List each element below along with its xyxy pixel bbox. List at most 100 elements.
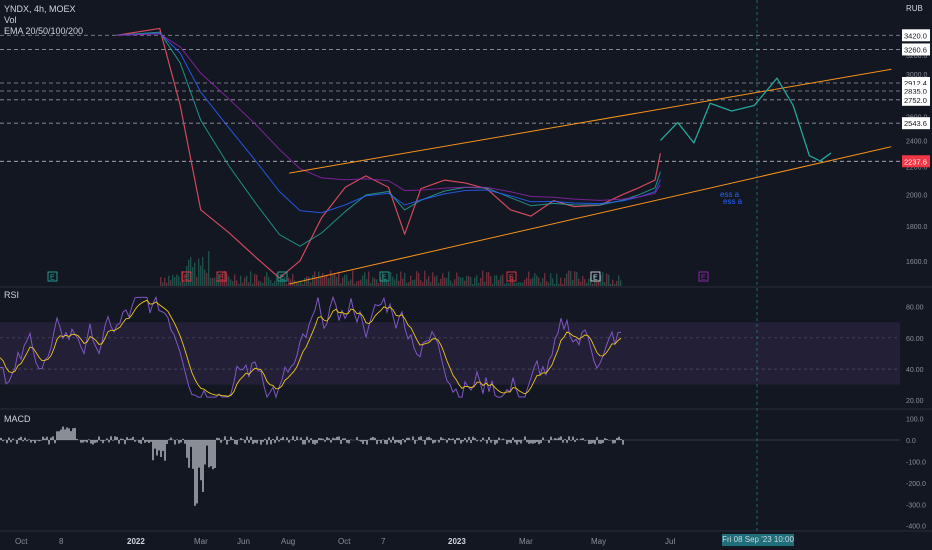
macd-histogram-bar bbox=[208, 440, 210, 468]
macd-histogram-bar bbox=[558, 437, 560, 440]
macd-histogram-bar bbox=[480, 440, 482, 442]
earnings-marker bbox=[47, 271, 58, 282]
macd-histogram-bar bbox=[392, 436, 394, 440]
earnings-marker-label: E bbox=[280, 275, 285, 282]
earnings-marker-label: E bbox=[219, 275, 224, 282]
volume-bar bbox=[230, 279, 232, 286]
macd-histogram-bar bbox=[450, 439, 452, 440]
volume-bar bbox=[338, 271, 340, 286]
earnings-marker bbox=[277, 271, 288, 282]
volume-bar bbox=[508, 283, 510, 286]
macd-histogram-bar bbox=[394, 440, 396, 444]
macd-histogram-bar bbox=[388, 437, 390, 440]
macd-pane-title: MACD bbox=[4, 414, 31, 424]
macd-histogram-bar bbox=[566, 440, 568, 443]
macd-histogram-bar bbox=[538, 440, 540, 445]
macd-histogram-bar bbox=[10, 440, 12, 443]
rsi-line bbox=[0, 295, 622, 399]
volume-bar bbox=[560, 277, 562, 286]
macd-histogram-bar bbox=[34, 440, 36, 444]
time-axis-tick: May bbox=[591, 537, 606, 546]
macd-histogram-bar bbox=[520, 440, 522, 444]
volume-bar bbox=[290, 279, 292, 286]
macd-histogram-bar bbox=[356, 437, 358, 440]
macd-axis-tick: 100.0 bbox=[906, 417, 924, 424]
macd-histogram-bar bbox=[50, 437, 52, 440]
volume-bar bbox=[270, 280, 272, 286]
macd-histogram-bar bbox=[134, 440, 136, 442]
macd-histogram-bar bbox=[472, 436, 474, 440]
macd-histogram-bar bbox=[26, 440, 28, 442]
volume-bar bbox=[468, 275, 470, 286]
macd-histogram-bar bbox=[114, 436, 116, 440]
level-label: 2752.0 bbox=[904, 96, 927, 105]
macd-histogram-bar bbox=[76, 438, 78, 440]
volume-bar bbox=[226, 273, 228, 286]
volume-bar bbox=[576, 271, 578, 286]
volume-bar bbox=[430, 282, 432, 286]
macd-histogram-bar bbox=[372, 436, 374, 440]
macd-histogram-bar bbox=[322, 438, 324, 440]
macd-histogram-bar bbox=[306, 436, 308, 440]
macd-histogram-bar bbox=[64, 429, 66, 440]
volume-bar bbox=[470, 277, 472, 286]
macd-histogram-bar bbox=[616, 437, 618, 440]
volume-bar bbox=[278, 281, 280, 286]
volume-bar bbox=[604, 282, 606, 286]
earnings-marker-label: E bbox=[50, 275, 55, 282]
volume-bar bbox=[456, 272, 458, 286]
macd-histogram-bar bbox=[102, 440, 104, 444]
macd-histogram-bar bbox=[256, 440, 258, 444]
volume-bar bbox=[374, 278, 376, 286]
macd-histogram-bar bbox=[592, 440, 594, 444]
macd-histogram-bar bbox=[278, 440, 280, 442]
macd-histogram-bar bbox=[300, 437, 302, 440]
macd-histogram-bar bbox=[62, 426, 64, 440]
vol-label[interactable]: Vol bbox=[4, 15, 17, 25]
volume-bar bbox=[480, 277, 482, 286]
macd-histogram-bar bbox=[432, 440, 434, 444]
volume-bar bbox=[554, 283, 556, 286]
volume-bar bbox=[496, 275, 498, 286]
volume-bar bbox=[252, 283, 254, 286]
macd-histogram-bar bbox=[94, 440, 96, 443]
macd-histogram-bar bbox=[30, 440, 32, 443]
volume-bar bbox=[300, 281, 302, 286]
volume-bar bbox=[524, 279, 526, 286]
macd-histogram-bar bbox=[314, 440, 316, 445]
volume-bar bbox=[164, 277, 166, 286]
macd-histogram-bar bbox=[490, 440, 492, 443]
volume-bar bbox=[460, 277, 462, 286]
macd-histogram-bar bbox=[28, 439, 30, 440]
volume-bar bbox=[608, 274, 610, 286]
volume-bar bbox=[276, 272, 278, 286]
volume-bar bbox=[370, 282, 372, 286]
volume-bar bbox=[418, 272, 420, 286]
macd-histogram-bar bbox=[240, 438, 242, 440]
volume-bar bbox=[410, 275, 412, 286]
macd-histogram-bar bbox=[116, 436, 118, 440]
symbol-label[interactable]: YNDX, 4h, MOEX bbox=[4, 4, 76, 14]
currency-label[interactable]: RUB bbox=[906, 4, 923, 13]
volume-bar bbox=[288, 277, 290, 286]
volume-bar bbox=[260, 281, 262, 286]
macd-histogram-bar bbox=[400, 440, 402, 445]
macd-histogram-bar bbox=[384, 440, 386, 444]
macd-histogram-bar bbox=[580, 438, 582, 440]
volume-bar bbox=[580, 281, 582, 286]
volume-bar bbox=[348, 281, 350, 286]
earnings-marker-label: E bbox=[184, 275, 189, 282]
macd-histogram-bar bbox=[440, 437, 442, 440]
macd-histogram-bar bbox=[604, 438, 606, 440]
ema-label[interactable]: EMA 20/50/100/200 bbox=[4, 26, 84, 36]
macd-histogram-bar bbox=[564, 439, 566, 440]
macd-histogram-bar bbox=[498, 437, 500, 440]
earnings-marker bbox=[698, 271, 709, 282]
volume-bar bbox=[380, 277, 382, 286]
macd-histogram-bar bbox=[346, 440, 348, 443]
volume-bar bbox=[476, 275, 478, 286]
macd-histogram-bar bbox=[248, 440, 250, 443]
macd-histogram-bar bbox=[370, 437, 372, 440]
volume-bar bbox=[358, 280, 360, 286]
